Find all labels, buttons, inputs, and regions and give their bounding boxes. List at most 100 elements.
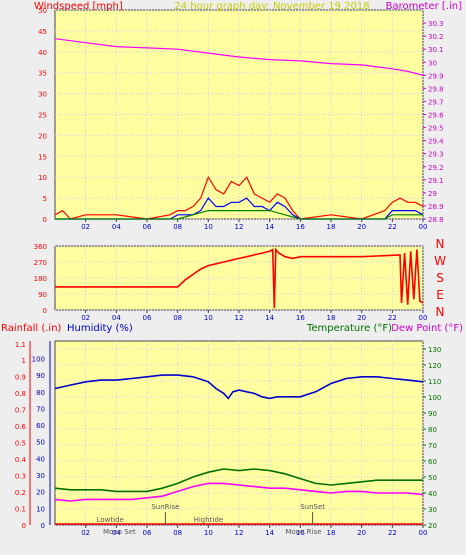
compass-label: E xyxy=(436,288,444,302)
humidity-tick-label: 70 xyxy=(36,405,45,413)
direction-tick-label: 90 xyxy=(38,291,47,299)
humidity-tick-label: 60 xyxy=(36,422,45,430)
windspeed-tick-label: 15 xyxy=(38,153,47,161)
humidity-tick-label: 90 xyxy=(36,372,45,380)
barometer-tick-label: 30 xyxy=(428,59,437,67)
temperature-line xyxy=(54,468,423,493)
temperature-tick-label: 70 xyxy=(428,442,437,450)
direction-x-tick-label: 20 xyxy=(357,314,366,322)
temperature-tick-label: 60 xyxy=(428,458,437,466)
barometer-tick-label: 29.2 xyxy=(428,164,444,172)
temperature-axis-label: Temperature (°F) xyxy=(306,323,392,334)
windspeed-tick-label: 25 xyxy=(38,112,47,120)
wind-x-tick-label: 10 xyxy=(204,223,213,231)
wind-speed-line xyxy=(55,197,424,220)
rainfall-tick-label: 0.5 xyxy=(15,440,26,448)
event-annotation: Hightide xyxy=(194,516,224,524)
humidity-tick-label: 30 xyxy=(36,472,45,480)
rainfall-tick-label: 0.8 xyxy=(15,390,26,398)
humidity-tick-label: 0 xyxy=(41,522,45,530)
rainfall-tick-label: 0.4 xyxy=(15,456,27,464)
temperature-tick-label: 90 xyxy=(428,410,437,418)
rainfall-tick-label: 0.3 xyxy=(15,473,26,481)
temperature-tick-label: 50 xyxy=(428,474,437,482)
wind-x-tick-label: 22 xyxy=(388,223,397,231)
wind-x-tick-label: 06 xyxy=(143,223,152,231)
humidity-tick-label: 20 xyxy=(36,489,45,497)
humidity-line xyxy=(54,374,424,400)
barometer-axis-label: Barometer [.in] xyxy=(386,1,462,12)
compass-label: S xyxy=(436,271,444,285)
rainfall-axis-label: Rainfall (.in) xyxy=(1,323,62,334)
direction-x-tick-label: 00 xyxy=(419,314,428,322)
direction-x-tick-label: 22 xyxy=(388,314,397,322)
humidity-tick-label: 100 xyxy=(32,355,45,363)
temperature-tick-label: 110 xyxy=(428,378,441,386)
event-annotation: Moon Set xyxy=(103,528,136,536)
wind-direction-line xyxy=(55,247,424,309)
rainfall-tick-label: 0.7 xyxy=(15,407,26,415)
barometer-line xyxy=(54,38,424,76)
climate-x-tick-label: 00 xyxy=(419,529,428,537)
wind-x-tick-label: 16 xyxy=(296,223,305,231)
barometer-tick-label: 29 xyxy=(428,190,437,198)
windspeed-tick-label: 50 xyxy=(38,7,47,15)
rainfall-tick-label: 0.9 xyxy=(15,374,26,382)
temperature-tick-label: 20 xyxy=(428,522,437,530)
barometer-tick-label: 29.6 xyxy=(428,112,444,120)
compass-label: N xyxy=(436,305,445,319)
windspeed-tick-label: 35 xyxy=(38,70,47,78)
windspeed-tick-label: 5 xyxy=(43,195,47,203)
wind-x-tick-label: 02 xyxy=(81,223,90,231)
direction-tick-label: 180 xyxy=(34,275,47,283)
climate-x-tick-label: 02 xyxy=(81,529,90,537)
wind-low-line xyxy=(55,210,423,220)
event-annotation: Moon Rise xyxy=(285,528,321,536)
graph-title: 24 hour graph day: November 19 2018 xyxy=(174,1,369,12)
wind-x-tick-label: 20 xyxy=(357,223,366,231)
wind-x-tick-label: 18 xyxy=(327,223,336,231)
barometer-tick-label: 30.1 xyxy=(428,46,444,54)
barometer-tick-label: 30.3 xyxy=(428,20,444,28)
humidity-tick-label: 80 xyxy=(36,389,45,397)
barometer-tick-label: 29.8 xyxy=(428,85,444,93)
windspeed-tick-label: 20 xyxy=(38,132,47,140)
humidity-tick-label: 50 xyxy=(36,439,45,447)
wind-x-tick-label: 08 xyxy=(173,223,182,231)
rainfall-tick-label: 0.6 xyxy=(15,423,27,431)
humidity-axis-label: Humidity (%) xyxy=(67,323,133,334)
direction-x-tick-label: 06 xyxy=(143,314,152,322)
climate-x-tick-label: 10 xyxy=(204,529,213,537)
rainfall-tick-label: 0 xyxy=(22,522,26,530)
temperature-tick-label: 100 xyxy=(428,394,441,402)
direction-tick-label: 270 xyxy=(34,259,47,267)
climate-x-tick-label: 12 xyxy=(235,529,244,537)
climate-x-tick-label: 16 xyxy=(296,529,305,537)
climate-x-tick-label: 06 xyxy=(143,529,152,537)
windspeed-tick-label: 40 xyxy=(38,49,47,57)
windspeed-tick-label: 30 xyxy=(38,91,47,99)
temperature-tick-label: 30 xyxy=(428,506,437,514)
direction-tick-label: 360 xyxy=(34,243,47,251)
barometer-tick-label: 29.9 xyxy=(428,72,444,80)
direction-x-tick-label: 02 xyxy=(81,314,90,322)
rainfall-tick-label: 0.1 xyxy=(15,506,26,514)
wind-x-tick-label: 12 xyxy=(235,223,244,231)
direction-x-tick-label: 14 xyxy=(265,314,274,322)
event-annotation: SunRise xyxy=(151,503,179,511)
wind-x-tick-label: 04 xyxy=(112,223,121,231)
barometer-tick-label: 28.9 xyxy=(428,203,444,211)
humidity-tick-label: 40 xyxy=(36,455,45,463)
climate-x-tick-label: 22 xyxy=(388,529,397,537)
dewpoint-axis-label: Dew Point (°F) xyxy=(391,323,463,334)
windspeed-axis-label: Windspeed [mph] xyxy=(34,1,123,12)
wind-gust-line xyxy=(54,175,424,220)
wind-x-tick-label: 00 xyxy=(419,223,428,231)
temperature-tick-label: 120 xyxy=(428,362,441,370)
direction-x-tick-label: 12 xyxy=(235,314,244,322)
direction-tick-label: 0 xyxy=(43,307,47,315)
barometer-tick-label: 29.4 xyxy=(428,138,444,146)
barometer-tick-label: 29.1 xyxy=(428,177,444,185)
